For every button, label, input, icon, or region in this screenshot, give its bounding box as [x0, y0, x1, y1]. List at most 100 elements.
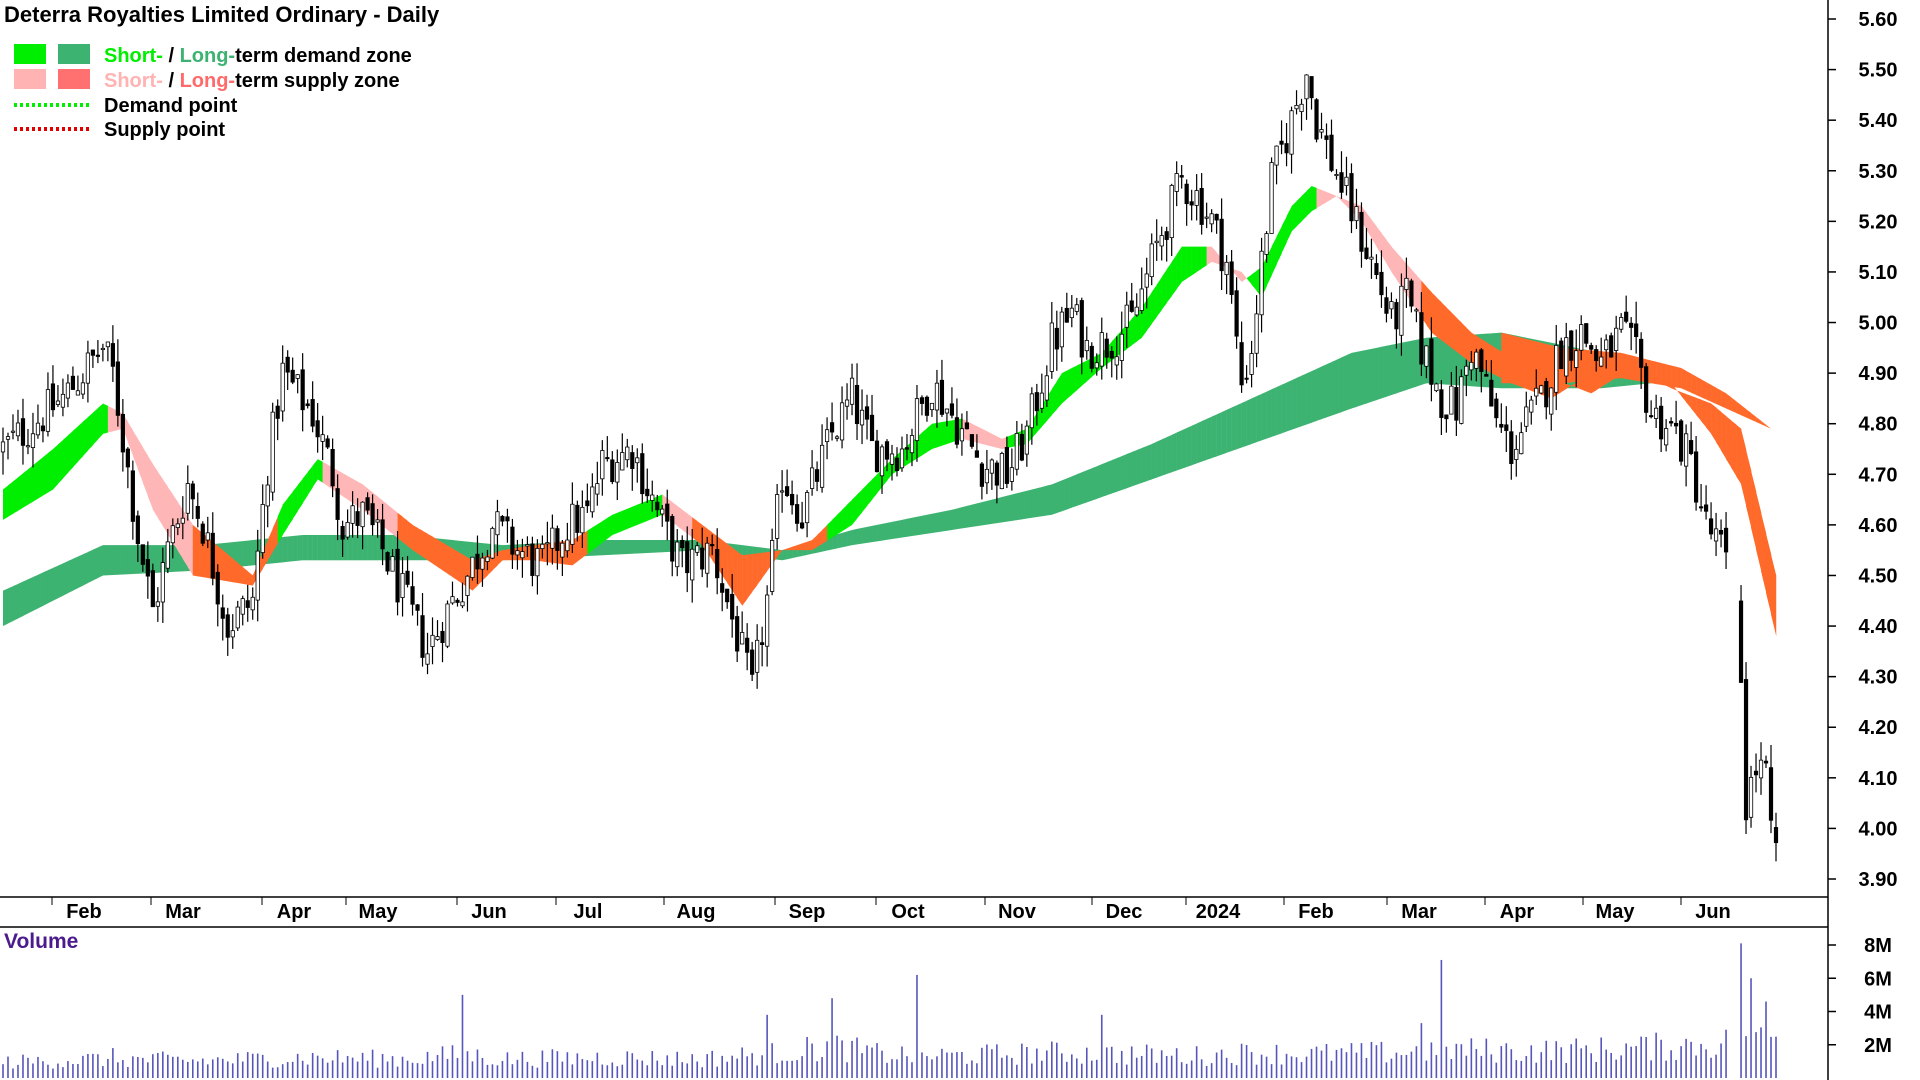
long-demand-zone — [1211, 414, 1217, 459]
candle-down — [1429, 338, 1434, 385]
candle-down — [1314, 99, 1319, 140]
candle-down — [700, 547, 705, 570]
long-supply-zone — [1676, 366, 1682, 389]
candle-up — [770, 540, 775, 592]
candle-up — [914, 398, 920, 441]
candle-up — [1009, 467, 1014, 482]
candle-up — [470, 556, 475, 578]
short-term-zone — [732, 547, 738, 599]
candle-down — [555, 528, 560, 551]
long-supply-zone — [1766, 424, 1772, 429]
long-supply-zone — [1696, 376, 1702, 398]
candle-up — [270, 411, 275, 493]
candle-up — [250, 596, 255, 611]
short-term-zone — [1266, 246, 1272, 287]
candle-down — [1743, 679, 1749, 821]
candle-up — [565, 539, 570, 552]
date-tick-label: Oct — [891, 901, 925, 923]
long-demand-zone — [1086, 468, 1093, 503]
short-term-zone — [1321, 189, 1327, 206]
candle-up — [550, 527, 555, 549]
price-tick-label: 4.10 — [1859, 768, 1898, 790]
candle-up — [520, 551, 525, 559]
candle-down — [275, 405, 280, 419]
short-term-zone — [1746, 449, 1752, 528]
candle-up — [30, 433, 36, 449]
long-demand-zone — [1171, 432, 1177, 473]
long-demand-zone — [1231, 405, 1237, 452]
short-term-zone — [437, 539, 443, 571]
candle-up — [690, 548, 695, 581]
candle-up — [1274, 145, 1279, 166]
long-demand-zone — [1116, 456, 1122, 492]
candle-up — [989, 459, 994, 474]
candle-down — [365, 497, 370, 511]
short-term-zone — [797, 543, 803, 551]
candle-down — [864, 406, 870, 420]
short-term-zone — [1036, 404, 1043, 433]
short-term-zone — [52, 444, 59, 490]
short-term-zone — [1586, 373, 1592, 394]
long-supply-zone — [1741, 405, 1747, 418]
candle-up — [1748, 776, 1754, 818]
candle-down — [455, 599, 460, 603]
short-term-zone — [12, 477, 19, 514]
short-term-zone — [807, 540, 813, 551]
candle-up — [1044, 375, 1049, 401]
short-term-zone — [1571, 382, 1577, 388]
candle-down — [814, 469, 820, 482]
candle-down — [70, 375, 76, 390]
candle-up — [65, 382, 71, 399]
candle-up — [480, 557, 485, 570]
short-term-zone — [277, 504, 283, 544]
long-supply-zone — [1651, 360, 1657, 385]
short-term-zone — [682, 509, 688, 534]
short-term-zone — [1376, 226, 1382, 256]
short-term-zone — [217, 545, 224, 581]
short-term-zone — [1521, 363, 1527, 389]
short-term-zone — [1056, 373, 1063, 410]
long-demand-zone — [782, 548, 788, 561]
long-demand-zone — [1196, 421, 1202, 464]
long-demand-zone — [77, 554, 84, 589]
candle-up — [944, 408, 950, 414]
short-term-zone — [387, 504, 393, 534]
candle-down — [730, 593, 735, 620]
long-demand-zone — [787, 547, 793, 560]
short-term-zone — [272, 516, 278, 552]
long-demand-zone — [1341, 355, 1347, 413]
candle-down — [330, 449, 335, 487]
candle-up — [180, 517, 185, 524]
candle-down — [1214, 213, 1219, 221]
long-demand-zone — [1376, 346, 1382, 401]
candle-up — [465, 575, 470, 596]
short-term-zone — [1226, 264, 1232, 271]
candle-up — [1134, 306, 1139, 316]
candle-down — [1559, 340, 1564, 370]
date-tick-label: Dec — [1106, 901, 1143, 923]
short-term-zone — [1076, 363, 1083, 391]
candle-up — [1124, 304, 1129, 328]
candle-up — [80, 382, 86, 395]
long-demand-zone — [1256, 393, 1262, 443]
candle-up — [615, 462, 620, 483]
candle-down — [785, 486, 790, 496]
long-demand-zone — [317, 535, 323, 561]
long-demand-zone — [32, 574, 39, 611]
long-demand-zone — [951, 508, 958, 530]
candle-up — [824, 429, 830, 443]
candle-down — [1629, 322, 1634, 328]
candle-down — [665, 503, 670, 522]
long-demand-zone — [911, 516, 918, 537]
short-term-zone — [1186, 246, 1192, 279]
candle-up — [675, 541, 680, 568]
short-term-zone — [392, 508, 398, 539]
date-tick-label: May — [1596, 901, 1636, 923]
long-demand-zone — [1186, 425, 1192, 467]
short-term-zone — [1336, 196, 1342, 202]
candle-down — [1674, 422, 1679, 427]
candle-down — [1479, 349, 1484, 373]
short-term-zone — [447, 545, 453, 578]
candle-down — [1279, 140, 1284, 145]
short-term-zone — [622, 508, 628, 531]
